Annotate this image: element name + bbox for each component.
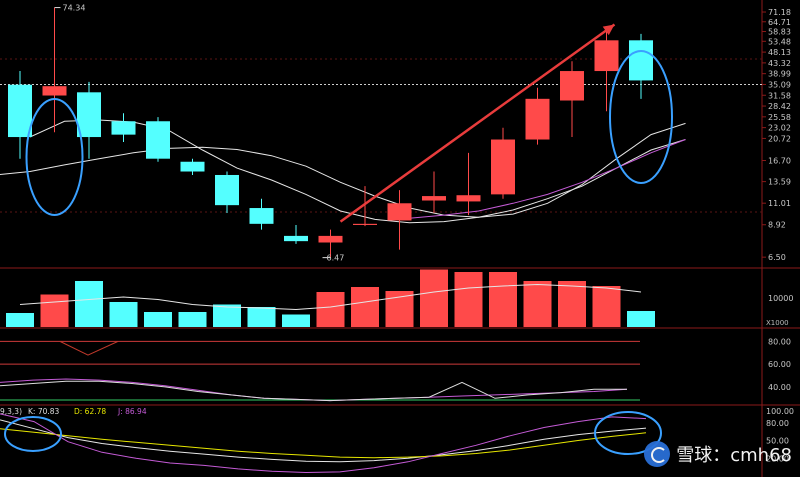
volume-bar <box>523 281 552 327</box>
kdj-value-label: J: 86.94 <box>117 407 147 416</box>
overlays <box>4 23 673 455</box>
kdj-panel: 100.00 80.00 50.00 20.00 9,3,3) K: 70.83 D: 62… <box>0 407 794 474</box>
moving-averages <box>0 119 686 224</box>
candle-body <box>456 195 481 202</box>
candle-body <box>146 121 170 159</box>
volume-bar <box>420 269 448 327</box>
candle-body <box>249 208 274 224</box>
candle-body <box>491 139 515 195</box>
volume-panel: 10000 X1000 <box>6 269 793 327</box>
kdj-k-line <box>0 419 647 463</box>
kdj-tick-label: 80.00 <box>766 419 789 428</box>
price-tick-label: 28.42 <box>768 102 791 111</box>
candle-body <box>353 223 377 225</box>
max-price-label: 74.34 <box>63 4 86 13</box>
macd-tick-label: 60.00 <box>768 360 791 369</box>
price-tick-label: 48.13 <box>768 48 791 57</box>
highlight-ellipse <box>25 98 84 216</box>
macd-marker <box>59 340 119 356</box>
candle-body <box>387 203 412 221</box>
macd-tick-label: 40.00 <box>768 383 791 392</box>
price-tick-label: 58.83 <box>768 28 791 37</box>
price-tick-label: 38.99 <box>768 70 791 79</box>
highlight-ellipse <box>609 50 673 184</box>
price-tick-label: 16.70 <box>768 157 791 166</box>
snowball-logo-icon <box>644 441 671 467</box>
price-tick-label: 35.09 <box>768 80 791 89</box>
candle-body <box>215 174 239 206</box>
price-tick-label: 13.59 <box>768 178 791 187</box>
candle-body <box>560 71 584 101</box>
volume-bar <box>316 292 345 327</box>
price-tick-label: 20.72 <box>768 134 791 143</box>
volume-bar <box>351 287 379 327</box>
trend-arrow-head <box>602 24 615 36</box>
macd-panel: 80.00 60.00 40.00 <box>0 337 791 402</box>
volume-bar <box>558 281 586 327</box>
volume-bar <box>489 272 517 327</box>
candle-body <box>8 84 32 138</box>
price-tick-label: 6.50 <box>768 253 786 262</box>
price-tick-label: 8.92 <box>768 221 786 230</box>
candle-body <box>284 235 308 242</box>
macd-line-1 <box>0 378 628 402</box>
volume-tick-label: 10000 <box>768 294 793 303</box>
volume-unit-label: X1000 <box>766 319 789 327</box>
candle-body <box>594 40 619 72</box>
candle-body <box>318 235 343 243</box>
volume-bar <box>454 272 483 327</box>
price-tick-label: 11.01 <box>768 199 791 208</box>
volume-bar <box>627 311 655 327</box>
volume-bar <box>282 314 310 327</box>
price-tick-label: 25.58 <box>768 113 791 122</box>
kdj-j-line <box>0 413 647 474</box>
candle-body <box>77 92 101 138</box>
price-tick-label: 31.58 <box>768 91 791 100</box>
kdj-tick-label: 100.00 <box>766 407 794 416</box>
kdj-value-label: D: 62.78 <box>74 407 106 416</box>
watermark: 雪球：cmh68 <box>644 441 792 467</box>
volume-bar <box>109 302 138 327</box>
min-price-label: 6.47 <box>327 254 345 263</box>
volume-bar <box>40 294 69 327</box>
watermark-text: 雪球：cmh68 <box>676 445 792 466</box>
kdj-tick-label: 50.00 <box>766 437 789 446</box>
price-tick-label: 43.32 <box>768 59 791 68</box>
price-tick-label: 64.71 <box>768 18 791 27</box>
candle-body <box>525 98 550 140</box>
candle-body <box>422 196 446 201</box>
volume-bar <box>75 281 103 327</box>
macd-tick-label: 80.00 <box>768 337 791 346</box>
volume-bar <box>385 291 414 327</box>
ma-line-1 <box>29 119 686 224</box>
highlight-ellipse <box>4 416 62 452</box>
volume-ma-line <box>19 283 642 311</box>
candle-body <box>180 161 205 172</box>
candle-body <box>111 121 136 135</box>
price-tick-label: 23.02 <box>768 124 791 133</box>
price-tick-label: 53.48 <box>768 37 791 46</box>
macd-line-2 <box>0 380 627 402</box>
trend-arrow-shaft <box>339 23 616 223</box>
candles: 74.34 6.47 <box>8 4 653 263</box>
ma-line-2 <box>409 139 686 219</box>
volume-bar <box>178 312 207 327</box>
candle-body <box>42 86 67 96</box>
ma-line-0 <box>0 122 686 218</box>
volume-bar <box>247 307 276 327</box>
volume-bar <box>592 286 621 327</box>
kdj-tick-label: 20.00 <box>766 454 789 463</box>
kdj-value-label: 9,3,3) <box>0 407 22 416</box>
kdj-value-label: K: 70.83 <box>28 407 60 416</box>
candle-body <box>629 40 653 81</box>
highlight-ellipse <box>594 411 662 455</box>
volume-bar <box>213 304 241 327</box>
volume-bar <box>6 313 34 327</box>
kdj-d-line <box>0 428 647 459</box>
price-tick-label: 71.18 <box>768 8 791 17</box>
volume-bar <box>144 312 172 327</box>
